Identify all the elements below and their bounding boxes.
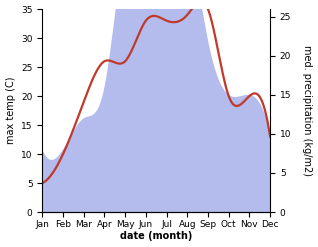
X-axis label: date (month): date (month) (120, 231, 192, 242)
Y-axis label: max temp (C): max temp (C) (5, 77, 16, 144)
Y-axis label: med. precipitation (kg/m2): med. precipitation (kg/m2) (302, 45, 313, 176)
